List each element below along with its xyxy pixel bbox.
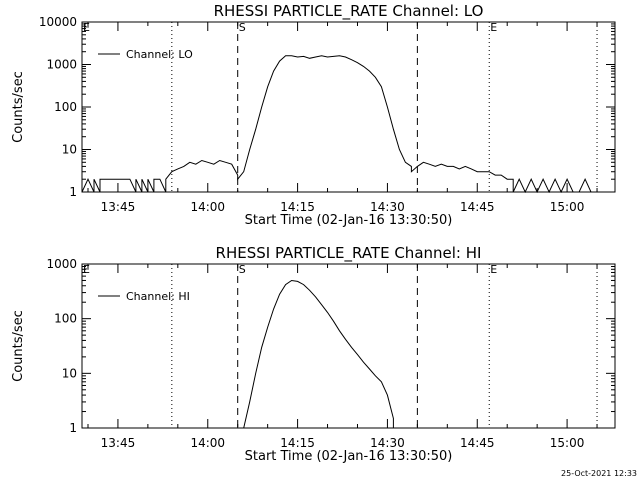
x-tick-label: 14:15 <box>280 436 315 450</box>
marker-label: S <box>239 263 246 276</box>
series-line <box>243 279 394 429</box>
y-tick-label: 1 <box>69 185 77 199</box>
y-tick-label: 100 <box>54 100 77 114</box>
x-tick-label: 14:00 <box>190 200 225 214</box>
marker-label: S <box>239 21 246 34</box>
y-tick-label: 10 <box>62 366 77 380</box>
chart-hi: RHESSI PARTICLE_RATE Channel: HI 13:45 14:… <box>11 244 616 464</box>
plot-frame <box>81 263 616 429</box>
y-tick-label: 1000 <box>46 58 77 72</box>
y-tick-label: 10 <box>62 143 77 157</box>
x-axis-label: Start Time (02-Jan-16 13:30:50) <box>245 449 453 464</box>
timestamp: 25-Oct-2021 12:33 <box>561 469 637 478</box>
x-tick-label: 13:45 <box>101 200 136 214</box>
y-tick-label: 10000 <box>39 15 77 29</box>
marker-label: E <box>490 21 497 34</box>
x-tick-label: 14:30 <box>370 436 405 450</box>
x-tick-label: 15:00 <box>550 436 585 450</box>
y-tick-label: 1000 <box>46 257 77 271</box>
legend-label: Channel: LO <box>126 48 193 61</box>
marker-label: E <box>490 263 497 276</box>
x-tick-label: 14:45 <box>460 436 495 450</box>
x-axis-label: Start Time (02-Jan-16 13:30:50) <box>245 213 453 228</box>
series-line <box>81 55 592 194</box>
y-tick-label: 1 <box>69 421 77 435</box>
chart-title: RHESSI PARTICLE_RATE Channel: LO <box>214 2 484 21</box>
x-tick-label: 14:00 <box>190 436 225 450</box>
x-tick-label: 13:45 <box>101 436 136 450</box>
marker-label: E <box>83 263 90 276</box>
x-tick-label: 15:00 <box>550 200 585 214</box>
x-tick-label: 14:15 <box>280 200 315 214</box>
marker-label: E <box>83 21 90 34</box>
x-tick-label: 14:30 <box>370 200 405 214</box>
y-axis-label: Counts/sec <box>11 71 26 143</box>
y-tick-label: 100 <box>54 312 77 326</box>
chart-title: RHESSI PARTICLE_RATE Channel: HI <box>216 244 482 263</box>
x-tick-label: 14:45 <box>460 200 495 214</box>
y-axis-label: Counts/sec <box>11 310 26 382</box>
chart-lo: RHESSI PARTICLE_RATE Channel: LO 13:45 14:… <box>11 2 616 228</box>
legend-label: Channel: HI <box>126 290 190 303</box>
